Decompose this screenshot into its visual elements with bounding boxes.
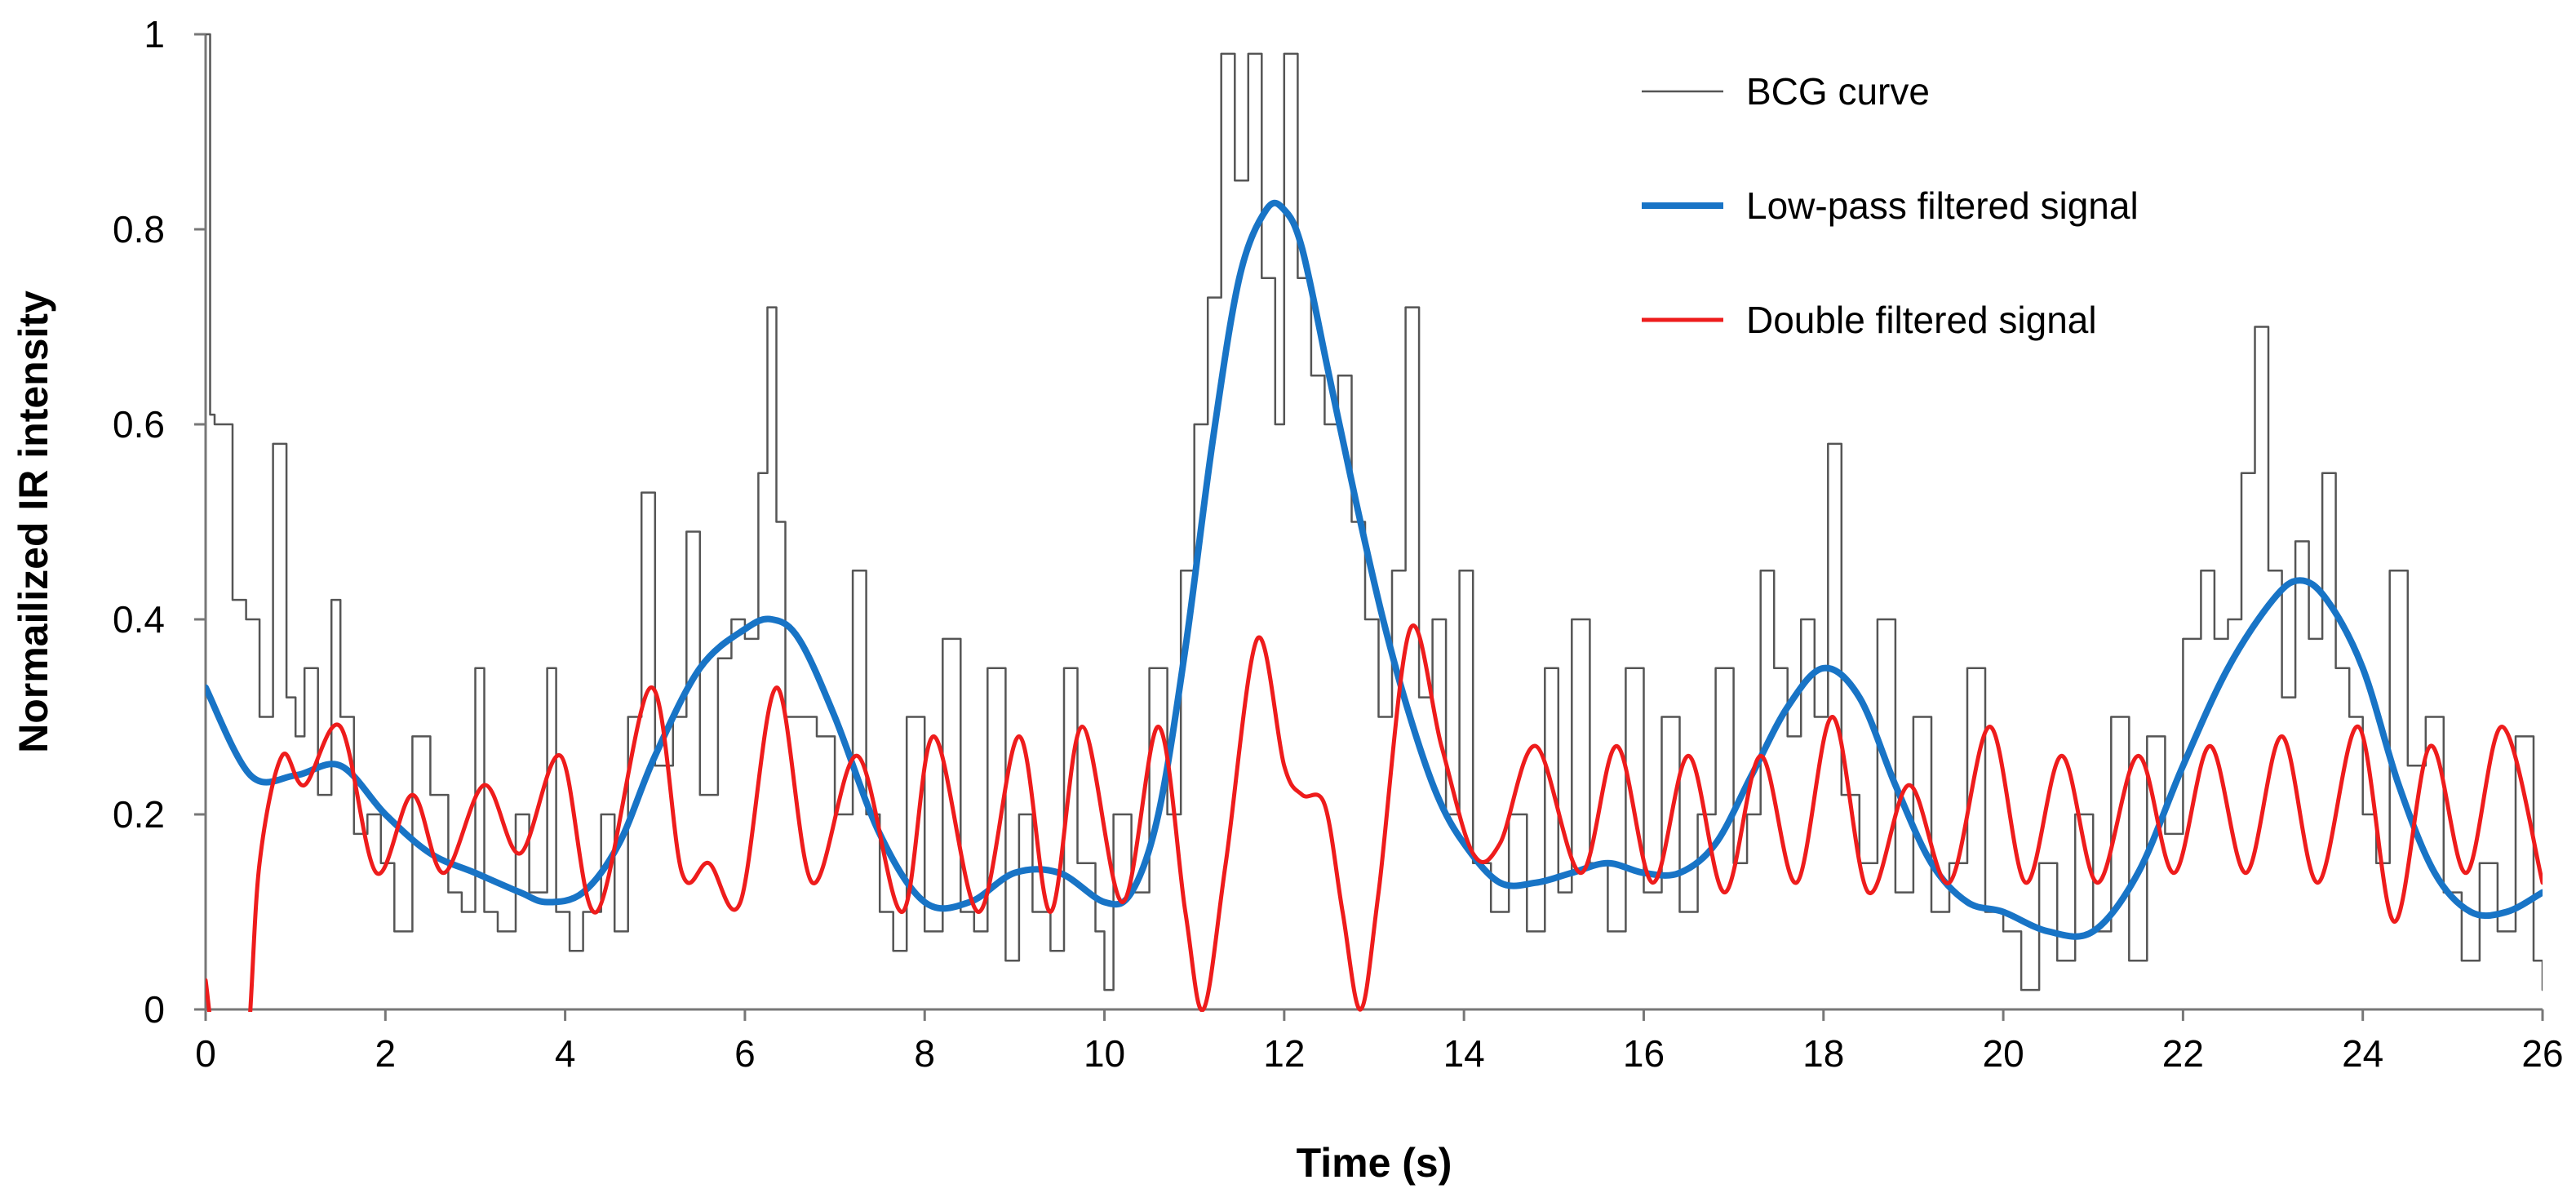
y-tick-label: 0 bbox=[144, 988, 165, 1031]
legend: BCG curve Low-pass filtered signal Double … bbox=[1642, 70, 2139, 341]
y-tick-label: 1 bbox=[144, 13, 165, 55]
x-tick-label: 10 bbox=[1084, 1032, 1125, 1075]
x-tick-label: 6 bbox=[734, 1032, 756, 1075]
x-tick-label: 16 bbox=[1623, 1032, 1665, 1075]
legend-label-2: Double filtered signal bbox=[1746, 299, 2097, 341]
legend-label-0: BCG curve bbox=[1746, 70, 1930, 113]
x-axis-title: Time (s) bbox=[1297, 1140, 1452, 1186]
x-tick-label: 26 bbox=[2521, 1032, 2563, 1075]
x-tick-label: 12 bbox=[1263, 1032, 1305, 1075]
x-tick-label: 2 bbox=[375, 1032, 397, 1075]
y-tick-label: 0.6 bbox=[113, 403, 165, 446]
legend-label-1: Low-pass filtered signal bbox=[1746, 184, 2139, 227]
x-tick-label: 20 bbox=[1982, 1032, 2024, 1075]
series-layer bbox=[206, 33, 2543, 1012]
y-axis-title: Normailized IR intensity bbox=[11, 291, 56, 753]
axes bbox=[194, 33, 2544, 1021]
series-line-0 bbox=[206, 33, 2543, 991]
x-tick-label: 8 bbox=[914, 1032, 935, 1075]
series-line-2 bbox=[206, 623, 2543, 1012]
x-tick-label: 18 bbox=[1802, 1032, 1844, 1075]
x-tick-label: 14 bbox=[1443, 1032, 1485, 1075]
series-line-1 bbox=[206, 199, 2543, 940]
x-tick-label: 4 bbox=[555, 1032, 576, 1075]
x-tick-label: 24 bbox=[2342, 1032, 2383, 1075]
x-tick-label: 22 bbox=[2162, 1032, 2204, 1075]
x-tick-label: 0 bbox=[195, 1032, 216, 1075]
y-tick-label: 0.4 bbox=[113, 598, 165, 641]
y-tick-label: 0.2 bbox=[113, 793, 165, 836]
y-tick-label: 0.8 bbox=[113, 208, 165, 251]
